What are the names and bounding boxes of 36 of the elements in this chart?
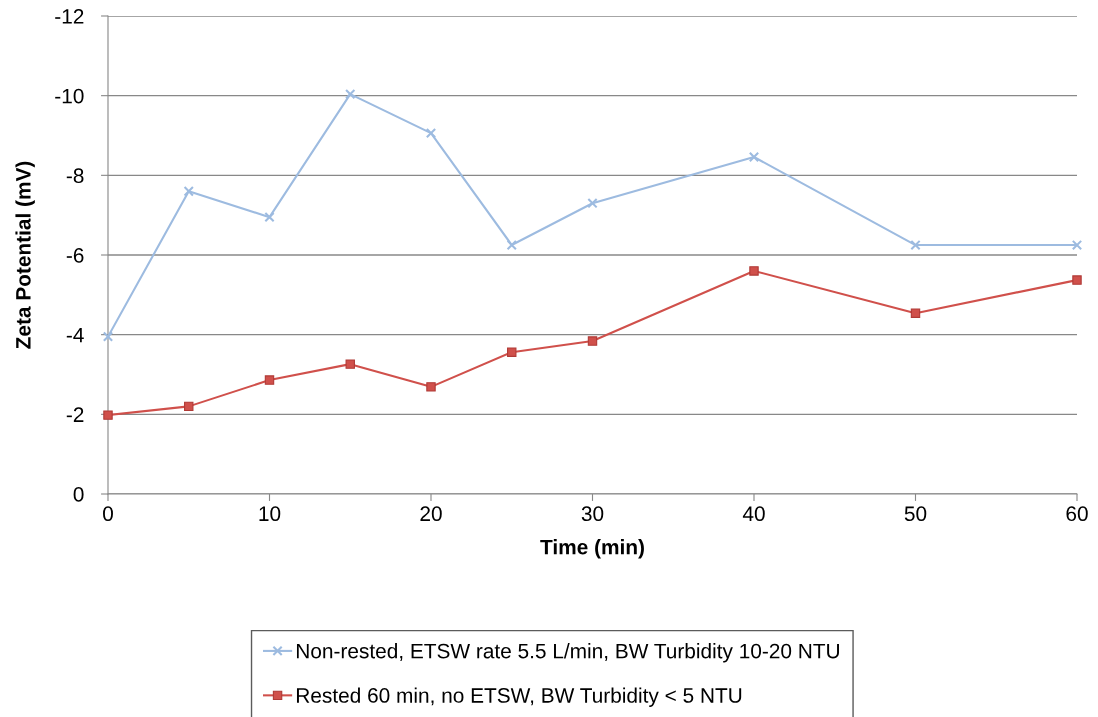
x-tick-label: 0: [103, 506, 113, 522]
point: [184, 401, 194, 412]
x-axis-title: Time (min): [540, 539, 644, 559]
point: [910, 308, 921, 318]
x-tick-label: 30: [581, 506, 604, 522]
x-tick-label: 60: [1066, 506, 1088, 522]
point: [425, 127, 437, 139]
point: [345, 88, 356, 100]
point: [587, 336, 598, 346]
point: [507, 347, 517, 357]
y-tick-label: -10: [55, 88, 84, 104]
y-tick-label: -12: [55, 9, 84, 24]
point: [264, 211, 275, 223]
point: [183, 186, 194, 197]
point: [910, 239, 921, 251]
x-tick-label: 20: [420, 506, 442, 522]
y-tick-label: -4: [66, 327, 84, 343]
point: [345, 359, 355, 369]
y-axis-title: Zeta Potential (mV): [15, 161, 35, 349]
y-tick-label: -8: [66, 168, 84, 184]
legend-label: Rested 60 min, no ETSW, BW Turbidity < 5 NTU: [296, 687, 742, 707]
x-tick-label: 10: [259, 506, 281, 522]
point: [426, 382, 436, 392]
legend-label: Non-rested, ETSW rate 5.5 L/min, BW Turbidity 10-20 NTU: [296, 643, 839, 663]
point: [748, 151, 760, 163]
y-tick-label: 0: [73, 487, 84, 502]
point: [587, 198, 598, 209]
point: [1072, 275, 1082, 285]
point: [1071, 239, 1083, 251]
point: [264, 375, 275, 385]
x-tick-label: 40: [742, 506, 765, 522]
y-tick-label: -6: [66, 248, 84, 263]
point: [506, 239, 517, 251]
y-tick-label: -2: [66, 407, 84, 422]
point: [749, 266, 759, 276]
x-tick-label: 50: [904, 506, 927, 522]
